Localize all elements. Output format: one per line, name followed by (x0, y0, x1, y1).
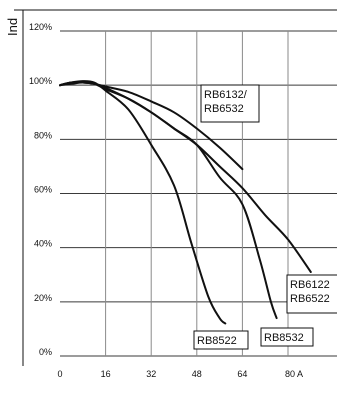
x-tick-label: 0 (57, 369, 62, 379)
x-tick-label: 64 (237, 369, 247, 379)
y-tick-label: 0% (39, 347, 52, 357)
series-label-rb6122-rb6522: RB6122 RB6522 (286, 274, 337, 314)
series-label-text: RB6132/ (204, 89, 248, 101)
x-tick-label: 80 A (285, 369, 303, 379)
axes (14, 9, 337, 366)
series-label-box (200, 84, 260, 123)
series-label-box (193, 330, 249, 350)
series-label-text: RB6522 (290, 293, 330, 305)
series-line-rb6132-rb6532 (59, 81, 244, 171)
series-label-text: RB6532 (204, 103, 244, 115)
series-label-text: RB8532 (264, 332, 304, 344)
series-line-rb6122-rb6522 (59, 81, 312, 273)
x-tick-label: 48 (192, 369, 202, 379)
y-tick-label: 100% (29, 76, 52, 86)
y-tick-label: 80% (34, 130, 52, 140)
series-labels: RB6132/RB6532 RB6122 RB6522 RB8532 RB8522 (193, 84, 337, 350)
series-label-box (286, 274, 337, 314)
y-tick-label: 20% (34, 293, 52, 303)
y-axis-label: Ind (5, 18, 20, 36)
series-label-text: RB6122 (290, 279, 330, 291)
series (59, 80, 312, 325)
x-tick-label: 32 (146, 369, 156, 379)
series-label-rb8532: RB8532 (260, 327, 314, 347)
y-tick-label: 120% (29, 22, 52, 32)
y-tick-label: 60% (34, 185, 52, 195)
series-label-box (260, 327, 314, 347)
x-tick-label: 16 (101, 369, 111, 379)
tick-labels: 0% 20% 40% 60% 80% 100% 120% 0 16 32 48 64 80 A (29, 22, 303, 379)
series-label-text: RB8522 (197, 335, 237, 347)
series-line-rb8522 (59, 80, 227, 325)
series-label-rb8522: RB8522 (193, 330, 249, 350)
series-label-rb6132-rb6532: RB6132/RB6532 (200, 84, 260, 123)
y-tick-label: 40% (34, 239, 52, 249)
